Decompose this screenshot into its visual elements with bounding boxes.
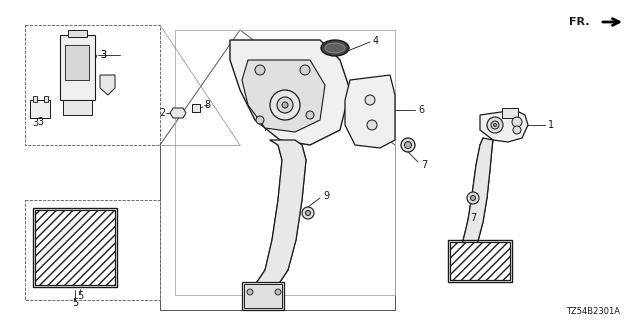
Polygon shape [30,100,50,118]
Polygon shape [192,104,200,112]
Text: 9: 9 [323,191,329,201]
Polygon shape [248,140,306,290]
Polygon shape [63,100,92,115]
Text: 7: 7 [421,160,428,170]
Bar [502,108,518,118]
Text: 5: 5 [72,298,78,308]
Circle shape [404,141,412,148]
Bar [25,25,160,145]
Circle shape [270,90,300,120]
Circle shape [282,102,288,108]
Polygon shape [68,30,87,37]
Circle shape [255,65,265,75]
Bar [242,282,284,310]
Circle shape [491,121,499,129]
Text: 5: 5 [77,291,83,301]
Circle shape [277,97,293,113]
Circle shape [470,196,476,201]
Bar [35,210,115,285]
Polygon shape [242,60,325,132]
Circle shape [306,111,314,119]
Circle shape [300,65,310,75]
Circle shape [493,124,497,126]
Circle shape [401,138,415,152]
Text: 8: 8 [204,100,210,110]
Bar [244,284,282,308]
Text: 3: 3 [100,50,106,60]
Bar [65,45,89,80]
Circle shape [513,126,521,134]
Polygon shape [345,75,395,148]
Circle shape [512,117,522,127]
Circle shape [247,289,253,295]
Circle shape [256,116,264,124]
Polygon shape [100,75,115,95]
Polygon shape [480,110,528,142]
Polygon shape [44,96,48,102]
Circle shape [467,192,479,204]
Bar [25,200,160,300]
Polygon shape [170,108,186,118]
Circle shape [302,207,314,219]
Polygon shape [462,138,493,245]
Text: FR.: FR. [570,17,590,27]
Text: 1: 1 [548,120,554,130]
Polygon shape [60,35,95,100]
Circle shape [367,120,377,130]
Circle shape [487,117,503,133]
Bar [448,240,512,282]
Text: 2: 2 [159,108,165,118]
Bar [33,208,117,287]
Circle shape [365,95,375,105]
Bar [450,242,510,280]
Circle shape [305,211,310,215]
Ellipse shape [325,43,345,53]
Ellipse shape [321,40,349,56]
Circle shape [275,289,281,295]
Text: 7: 7 [470,213,476,223]
Text: 4: 4 [373,36,379,46]
Text: TZ54B2301A: TZ54B2301A [566,308,620,316]
Text: 3: 3 [32,118,38,128]
Text: 6: 6 [418,105,424,115]
Polygon shape [230,40,350,145]
Text: 3: 3 [100,50,106,60]
Polygon shape [33,96,37,102]
Text: 3: 3 [37,117,43,127]
